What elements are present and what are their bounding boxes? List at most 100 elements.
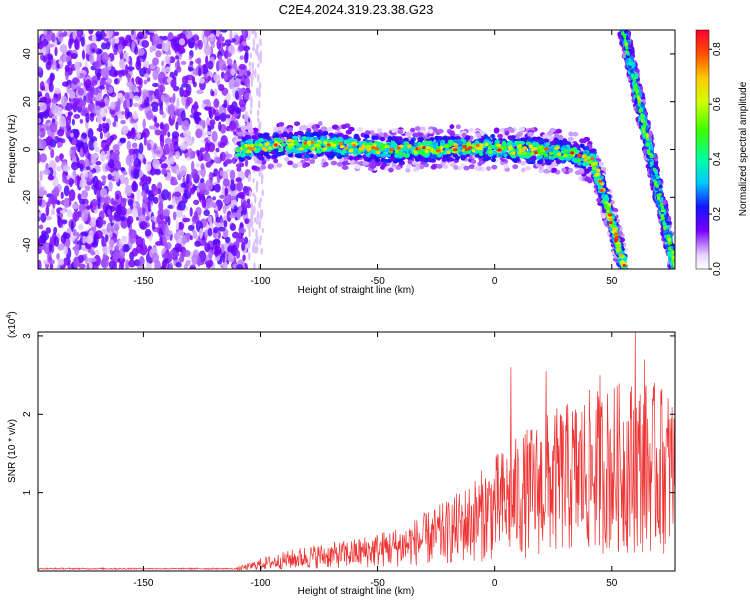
band-cell [251, 146, 256, 151]
band-cell [287, 127, 293, 132]
band-cell [567, 136, 574, 142]
noise-cell [217, 226, 226, 232]
noise-cell [58, 59, 63, 65]
band-cell [287, 160, 294, 166]
noise-cell [79, 147, 84, 158]
band-cell [407, 145, 411, 149]
band-cell [403, 153, 408, 158]
noise-cell [132, 168, 140, 180]
noise-cell [56, 165, 62, 172]
noise-cell [96, 115, 103, 124]
band-cell [503, 163, 509, 169]
band-cell [550, 145, 555, 150]
band-cell [417, 146, 421, 150]
noise-cell [203, 241, 208, 248]
noise-cell [182, 217, 191, 223]
noise-cell [117, 92, 123, 98]
noise-cell [85, 235, 94, 244]
band-cell [621, 274, 626, 278]
noise-cell [40, 212, 47, 223]
noise-cell [219, 112, 227, 122]
noise-cell [81, 190, 89, 199]
noise-cell [224, 39, 232, 47]
band-cell [395, 165, 401, 171]
noise-cell [105, 83, 110, 91]
noise-cell [227, 245, 234, 253]
noise-cell [199, 195, 205, 201]
band-cell [568, 131, 574, 137]
band-cell [369, 159, 377, 165]
noise-cell [131, 41, 135, 53]
noise-cell [71, 203, 80, 210]
noise-cell [93, 140, 98, 150]
band-cell [317, 121, 323, 126]
noise-cell [238, 206, 243, 212]
noise-cell [226, 52, 232, 58]
noise-cell [73, 256, 80, 269]
noise-cell [39, 153, 47, 163]
noise-cell [153, 116, 158, 124]
noise-cell [244, 78, 250, 87]
noise-cell [80, 231, 89, 237]
band-cell [592, 161, 598, 166]
band-cell [563, 148, 568, 153]
band-cell [236, 166, 242, 172]
band-cell [357, 127, 364, 132]
band-cell [578, 167, 584, 173]
noise-cell [62, 175, 67, 184]
noise-cell [250, 201, 254, 212]
noise-cell [38, 66, 42, 73]
noise-cell [103, 196, 111, 205]
band-cell [446, 150, 451, 155]
band-cell [562, 153, 568, 158]
noise-cell [80, 36, 85, 47]
band-cell [430, 164, 437, 170]
noise-cell [113, 51, 118, 56]
band-cell [621, 283, 626, 288]
noise-cell [244, 110, 249, 123]
noise-cell [177, 221, 185, 230]
band-cell [510, 154, 517, 159]
band-cell [599, 188, 604, 193]
noise-cell [132, 153, 137, 160]
band-cell [417, 141, 422, 146]
noise-cell [196, 89, 204, 95]
band-cell [622, 277, 628, 282]
noise-cell [257, 124, 261, 134]
band-cell [297, 131, 304, 136]
band-cell [313, 136, 318, 141]
noise-cell [48, 82, 54, 93]
noise-cell [227, 104, 236, 114]
noise-cell [177, 200, 186, 211]
band-cell [262, 147, 266, 151]
band-cell [497, 133, 504, 139]
noise-cell [131, 30, 135, 36]
noise-cell [248, 67, 252, 72]
noise-cell [253, 245, 257, 254]
band-cell [287, 153, 294, 158]
noise-cell [200, 163, 205, 170]
noise-cell [150, 101, 159, 109]
band-cell [589, 148, 596, 153]
noise-cell [167, 253, 173, 262]
band-cell [596, 197, 602, 203]
noise-cell [204, 131, 212, 136]
noise-cell [65, 55, 70, 63]
noise-cell [188, 37, 196, 49]
noise-cell [185, 74, 194, 81]
band-cell [441, 157, 447, 162]
noise-cell [47, 43, 55, 48]
noise-cell [190, 187, 195, 194]
band-cell [491, 164, 498, 170]
noise-cell [261, 189, 264, 197]
noise-cell [158, 231, 163, 238]
noise-cell [197, 39, 203, 50]
band-cell [410, 139, 415, 144]
noise-cell [71, 118, 75, 126]
noise-cell [185, 30, 193, 39]
band-cell [545, 142, 551, 147]
noise-cell [163, 143, 170, 156]
band-cell [309, 153, 314, 159]
band-cell [267, 163, 274, 169]
band-cell [453, 165, 459, 170]
